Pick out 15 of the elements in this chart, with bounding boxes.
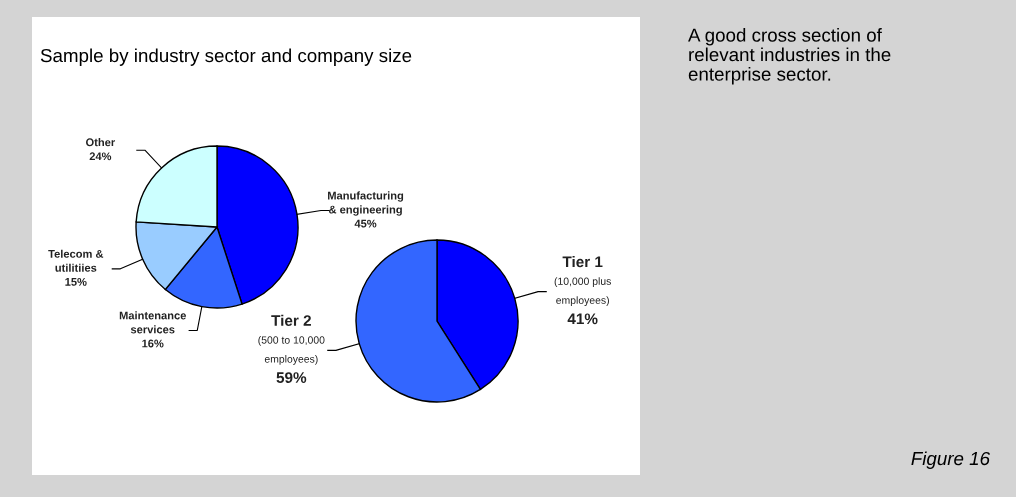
data-label: 41% bbox=[567, 313, 598, 325]
slice-label: Maintenance services bbox=[119, 311, 186, 334]
slice-label: Manufacturing & engineering bbox=[328, 191, 404, 216]
data-label: 24% bbox=[89, 152, 112, 161]
data-label: 15% bbox=[65, 277, 87, 286]
slice-label: Telecom & utilitiies bbox=[48, 249, 104, 272]
slice-label: Other bbox=[86, 138, 116, 147]
chart-title: Sample by industry sector and company size bbox=[40, 48, 412, 66]
data-label: 16% bbox=[142, 339, 164, 348]
slice-label: Tier 2 (500 to 10,000 employees) bbox=[258, 314, 325, 365]
text: A good cross section of relevant industries in the enterprise sector. bbox=[688, 28, 891, 85]
data-label: 59% bbox=[276, 372, 307, 383]
data-label: 45% bbox=[354, 219, 377, 228]
slice-label: Tier 1 (10,000 plus employees) bbox=[554, 256, 611, 306]
caption: Figure 16 bbox=[911, 451, 991, 469]
